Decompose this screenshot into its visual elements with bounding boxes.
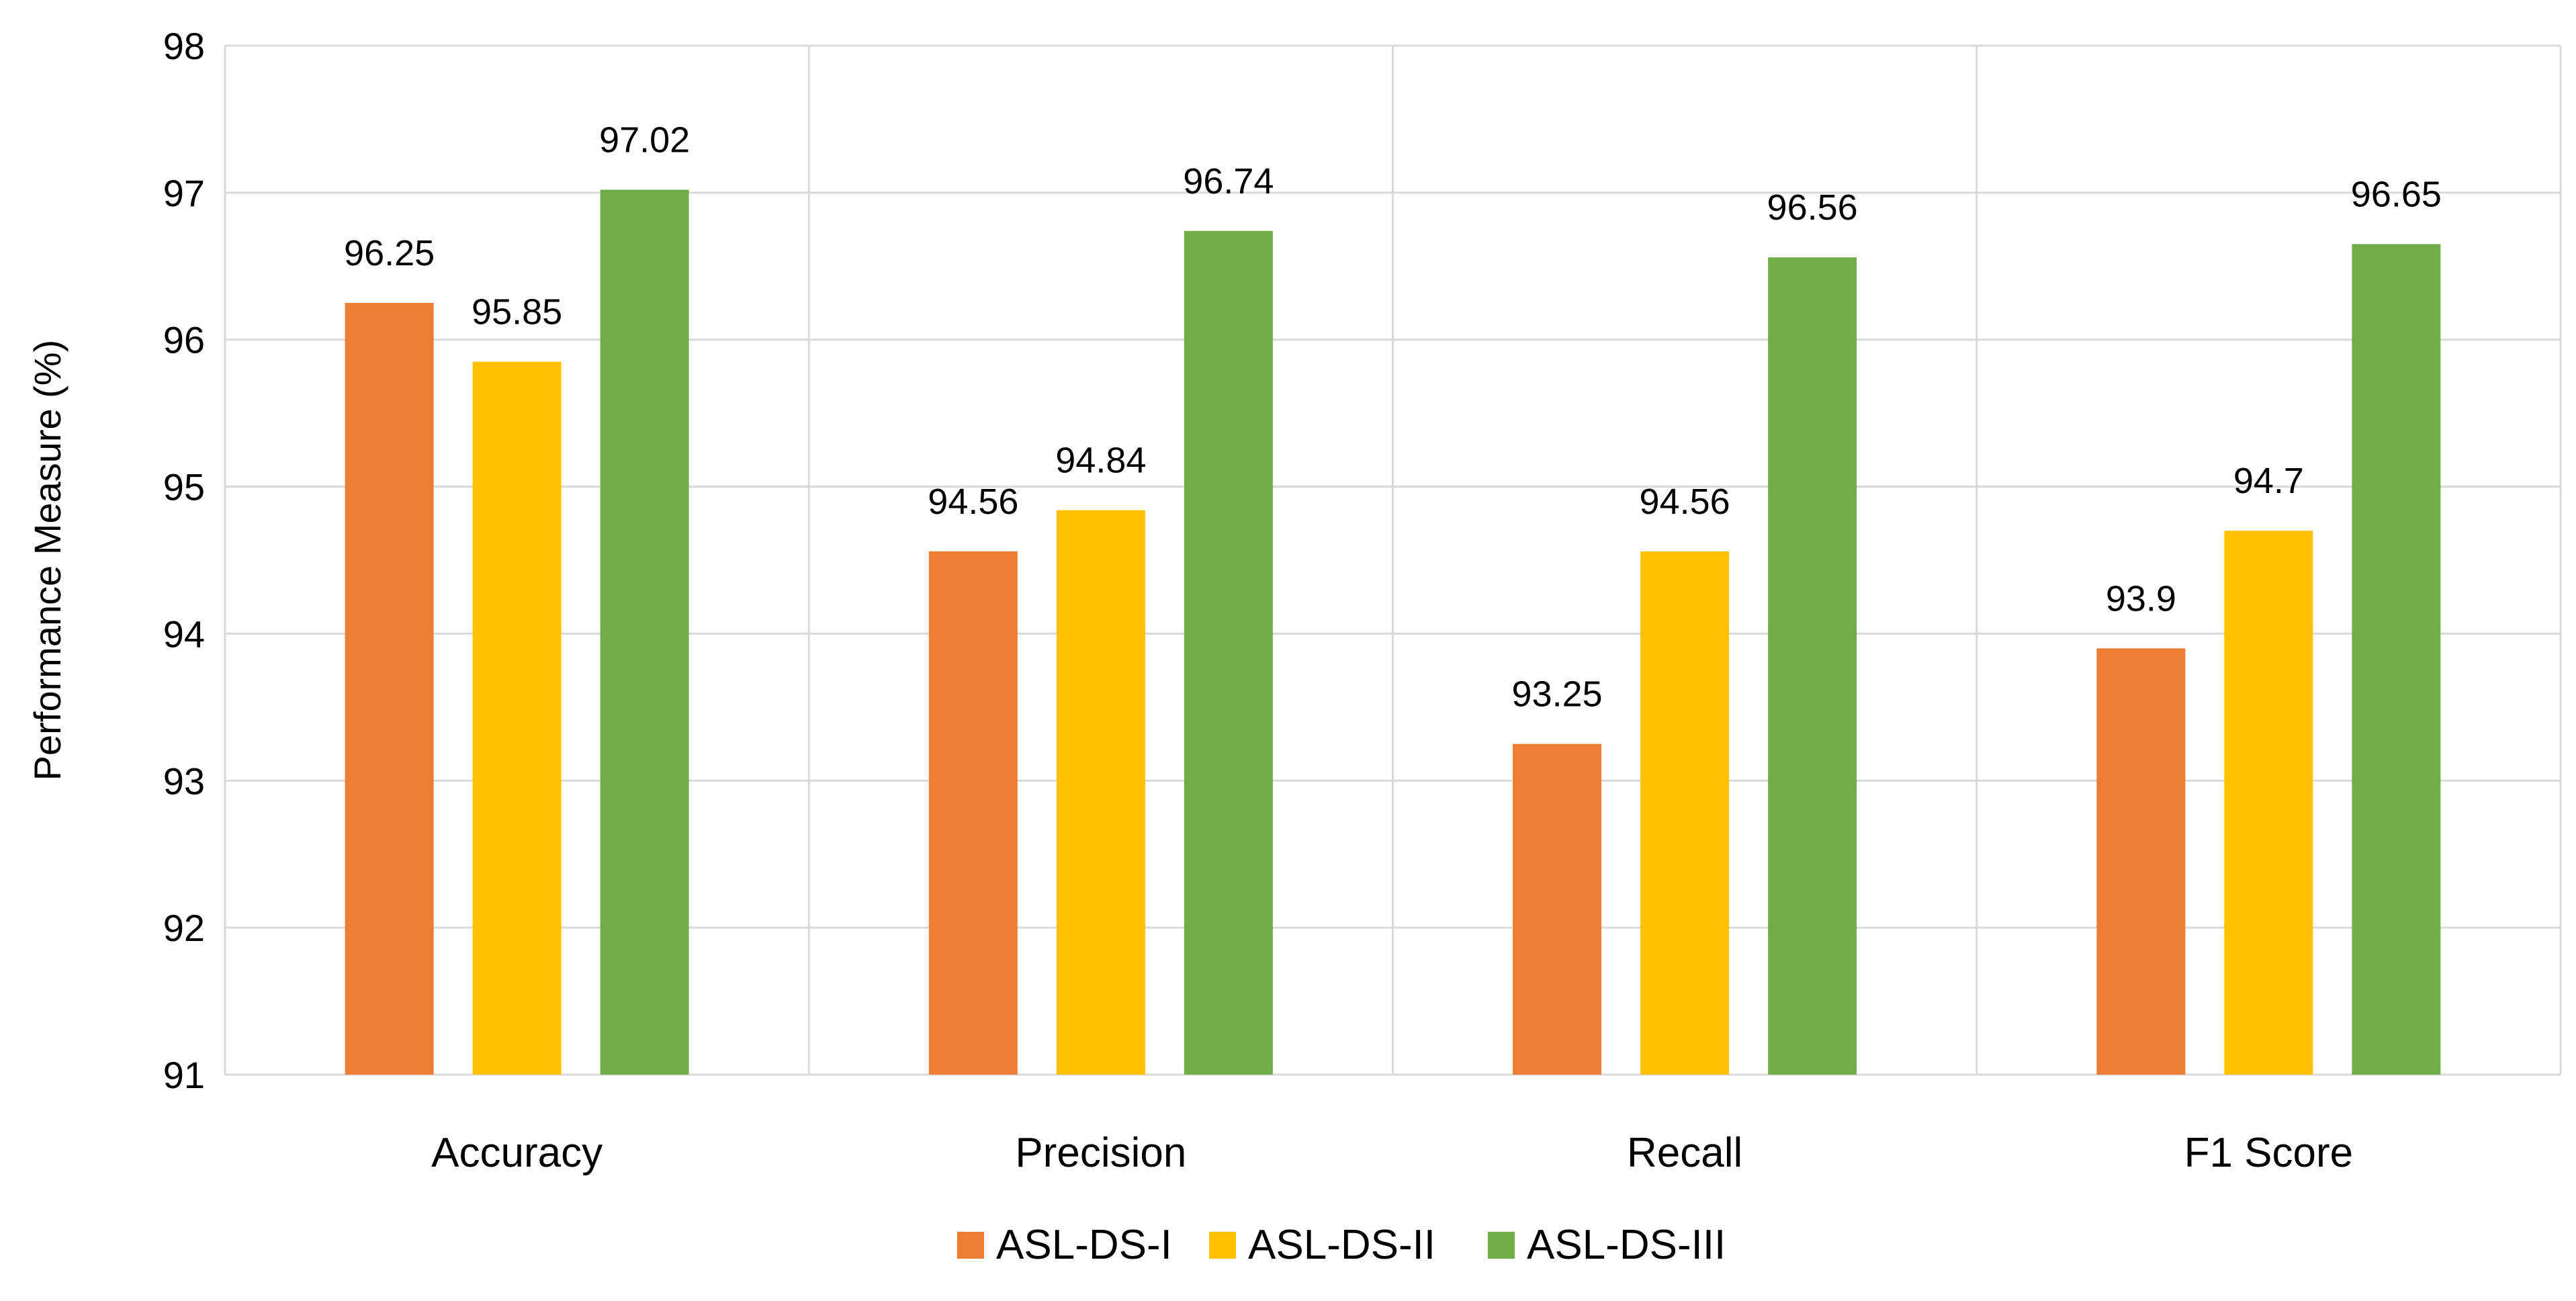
data-label: 95.85 (472, 292, 562, 332)
data-label: 96.65 (2351, 174, 2442, 214)
data-labels: 96.25 95.85 97.02 94.56 94.84 96.74 93.25 94.56… (344, 120, 2442, 714)
category-label: F1 Score (2184, 1130, 2354, 1176)
bar-asl-ds-iii-accuracy (600, 189, 689, 1075)
y-tick-label: 98 (163, 25, 205, 67)
category-labels: Accuracy Precision Recall F1 Score (431, 1130, 2353, 1176)
gridlines (224, 44, 2562, 1076)
bar-asl-ds-iii-f1-score (2352, 244, 2441, 1075)
bar-asl-ds-iii-recall (1768, 257, 1857, 1075)
data-label: 93.25 (1512, 674, 1603, 715)
y-tick-label: 95 (163, 466, 205, 508)
bar-asl-ds-iii-precision (1184, 230, 1273, 1075)
data-label: 96.56 (1767, 187, 1858, 228)
bars (345, 189, 2441, 1075)
legend-swatch-asl-ds-ii (1209, 1232, 1236, 1259)
data-label: 94.56 (928, 482, 1018, 522)
bar-asl-ds-i-recall (1513, 744, 1602, 1075)
data-label: 94.84 (1055, 441, 1146, 481)
bar-asl-ds-ii-accuracy (472, 361, 562, 1075)
legend-label: ASL-DS-III (1527, 1222, 1726, 1268)
data-label: 94.7 (2233, 461, 2304, 501)
y-tick-label: 91 (163, 1054, 205, 1096)
data-label: 93.9 (2106, 578, 2176, 619)
y-tick-label: 92 (163, 907, 205, 949)
y-tick-label: 96 (163, 319, 205, 361)
data-label: 94.56 (1640, 482, 1730, 522)
data-label: 96.25 (344, 233, 435, 273)
y-tick-label: 93 (163, 760, 205, 802)
category-label: Accuracy (431, 1130, 603, 1176)
legend-swatch-asl-ds-i (957, 1232, 984, 1259)
y-tick-label: 97 (163, 172, 205, 214)
y-tick-label: 94 (163, 613, 205, 655)
category-label: Precision (1015, 1130, 1186, 1176)
bar-asl-ds-ii-f1-score (2224, 531, 2313, 1075)
bar-asl-ds-i-precision (928, 551, 1018, 1075)
legend-swatch-asl-ds-iii (1488, 1232, 1515, 1259)
legend-label: ASL-DS-II (1248, 1222, 1435, 1268)
data-label: 96.74 (1183, 161, 1274, 201)
bar-asl-ds-i-accuracy (345, 303, 434, 1075)
y-axis-title: Performance Measure (%) (26, 340, 69, 781)
legend-label: ASL-DS-I (996, 1222, 1172, 1268)
data-label: 97.02 (599, 120, 690, 160)
category-label: Recall (1627, 1130, 1742, 1176)
legend: ASL-DS-I ASL-DS-II ASL-DS-III (957, 1222, 1726, 1268)
bar-asl-ds-i-f1-score (2096, 648, 2186, 1075)
y-tick-labels: 91 92 93 94 95 96 97 98 (163, 25, 205, 1096)
bar-asl-ds-ii-recall (1640, 551, 1730, 1075)
bar-asl-ds-ii-precision (1056, 510, 1145, 1075)
